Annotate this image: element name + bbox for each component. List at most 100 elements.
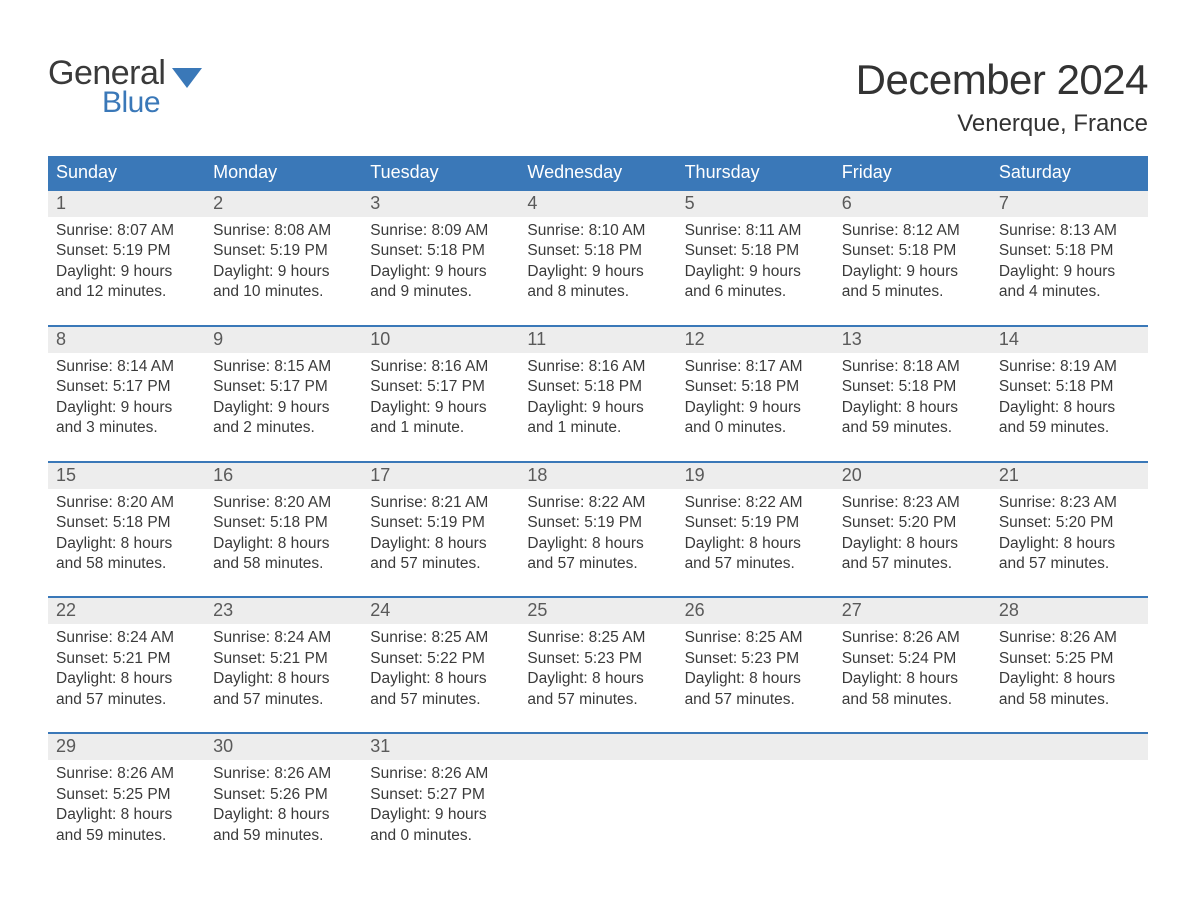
day-line-day1: Daylight: 8 hours	[685, 669, 826, 689]
day-line-day1: Daylight: 9 hours	[56, 262, 197, 282]
day-number	[991, 734, 1148, 760]
day-line-day2: and 6 minutes.	[685, 282, 826, 302]
day-line-day2: and 59 minutes.	[213, 826, 354, 846]
day-line-day2: and 57 minutes.	[527, 554, 668, 574]
calendar-day: 22Sunrise: 8:24 AMSunset: 5:21 PMDayligh…	[48, 598, 205, 718]
day-line-sunset: Sunset: 5:19 PM	[527, 513, 668, 533]
day-line-sunset: Sunset: 5:20 PM	[999, 513, 1140, 533]
day-line-sunrise: Sunrise: 8:10 AM	[527, 221, 668, 241]
day-line-sunset: Sunset: 5:18 PM	[370, 241, 511, 261]
day-line-sunset: Sunset: 5:17 PM	[56, 377, 197, 397]
day-number: 23	[205, 598, 362, 624]
day-line-day2: and 57 minutes.	[842, 554, 983, 574]
day-line-sunrise: Sunrise: 8:15 AM	[213, 357, 354, 377]
calendar-day: 9Sunrise: 8:15 AMSunset: 5:17 PMDaylight…	[205, 327, 362, 447]
day-details: Sunrise: 8:13 AMSunset: 5:18 PMDaylight:…	[991, 217, 1148, 303]
day-line-sunset: Sunset: 5:19 PM	[213, 241, 354, 261]
day-number: 28	[991, 598, 1148, 624]
day-number: 21	[991, 463, 1148, 489]
day-line-sunset: Sunset: 5:20 PM	[842, 513, 983, 533]
day-line-sunset: Sunset: 5:17 PM	[213, 377, 354, 397]
day-line-day1: Daylight: 8 hours	[56, 805, 197, 825]
calendar-day: 8Sunrise: 8:14 AMSunset: 5:17 PMDaylight…	[48, 327, 205, 447]
location-label: Venerque, France	[856, 110, 1148, 138]
calendar-day: 24Sunrise: 8:25 AMSunset: 5:22 PMDayligh…	[362, 598, 519, 718]
day-line-sunset: Sunset: 5:21 PM	[213, 649, 354, 669]
day-line-sunrise: Sunrise: 8:17 AM	[685, 357, 826, 377]
day-line-day2: and 57 minutes.	[56, 690, 197, 710]
day-number: 13	[834, 327, 991, 353]
day-line-day2: and 5 minutes.	[842, 282, 983, 302]
day-line-sunset: Sunset: 5:18 PM	[685, 377, 826, 397]
day-details: Sunrise: 8:15 AMSunset: 5:17 PMDaylight:…	[205, 353, 362, 439]
day-line-sunset: Sunset: 5:19 PM	[685, 513, 826, 533]
day-number	[519, 734, 676, 760]
day-line-day2: and 58 minutes.	[842, 690, 983, 710]
day-number: 12	[677, 327, 834, 353]
calendar-day: 23Sunrise: 8:24 AMSunset: 5:21 PMDayligh…	[205, 598, 362, 718]
calendar-day: 20Sunrise: 8:23 AMSunset: 5:20 PMDayligh…	[834, 463, 991, 583]
calendar-day: 25Sunrise: 8:25 AMSunset: 5:23 PMDayligh…	[519, 598, 676, 718]
day-line-day2: and 57 minutes.	[370, 690, 511, 710]
day-line-sunset: Sunset: 5:22 PM	[370, 649, 511, 669]
day-line-sunrise: Sunrise: 8:07 AM	[56, 221, 197, 241]
day-line-sunrise: Sunrise: 8:20 AM	[56, 493, 197, 513]
day-line-sunset: Sunset: 5:18 PM	[842, 241, 983, 261]
day-number: 18	[519, 463, 676, 489]
day-line-sunset: Sunset: 5:18 PM	[56, 513, 197, 533]
day-number: 25	[519, 598, 676, 624]
day-line-day2: and 10 minutes.	[213, 282, 354, 302]
calendar-week: 15Sunrise: 8:20 AMSunset: 5:18 PMDayligh…	[48, 461, 1148, 583]
day-details: Sunrise: 8:21 AMSunset: 5:19 PMDaylight:…	[362, 489, 519, 575]
day-line-sunrise: Sunrise: 8:19 AM	[999, 357, 1140, 377]
day-line-sunset: Sunset: 5:23 PM	[685, 649, 826, 669]
day-details: Sunrise: 8:18 AMSunset: 5:18 PMDaylight:…	[834, 353, 991, 439]
day-number: 19	[677, 463, 834, 489]
day-number: 16	[205, 463, 362, 489]
day-number: 1	[48, 191, 205, 217]
day-line-sunrise: Sunrise: 8:23 AM	[999, 493, 1140, 513]
calendar-day: 4Sunrise: 8:10 AMSunset: 5:18 PMDaylight…	[519, 191, 676, 311]
weekday-header: Friday	[834, 156, 991, 189]
day-line-day2: and 0 minutes.	[685, 418, 826, 438]
day-line-sunrise: Sunrise: 8:09 AM	[370, 221, 511, 241]
day-line-sunset: Sunset: 5:18 PM	[527, 241, 668, 261]
day-line-sunset: Sunset: 5:18 PM	[999, 241, 1140, 261]
day-line-day2: and 57 minutes.	[370, 554, 511, 574]
day-number: 15	[48, 463, 205, 489]
day-line-sunset: Sunset: 5:24 PM	[842, 649, 983, 669]
day-details: Sunrise: 8:12 AMSunset: 5:18 PMDaylight:…	[834, 217, 991, 303]
day-line-sunrise: Sunrise: 8:24 AM	[213, 628, 354, 648]
day-line-day1: Daylight: 9 hours	[842, 262, 983, 282]
day-details: Sunrise: 8:20 AMSunset: 5:18 PMDaylight:…	[205, 489, 362, 575]
calendar-day: 6Sunrise: 8:12 AMSunset: 5:18 PMDaylight…	[834, 191, 991, 311]
day-line-day1: Daylight: 9 hours	[527, 398, 668, 418]
day-details: Sunrise: 8:25 AMSunset: 5:23 PMDaylight:…	[677, 624, 834, 710]
day-line-sunset: Sunset: 5:25 PM	[999, 649, 1140, 669]
day-line-sunrise: Sunrise: 8:16 AM	[527, 357, 668, 377]
day-line-sunset: Sunset: 5:18 PM	[999, 377, 1140, 397]
day-line-day1: Daylight: 9 hours	[370, 262, 511, 282]
day-line-sunrise: Sunrise: 8:26 AM	[213, 764, 354, 784]
day-line-day2: and 1 minute.	[527, 418, 668, 438]
day-line-day2: and 12 minutes.	[56, 282, 197, 302]
day-number: 29	[48, 734, 205, 760]
weekday-header: Wednesday	[519, 156, 676, 189]
day-details: Sunrise: 8:25 AMSunset: 5:23 PMDaylight:…	[519, 624, 676, 710]
page-title: December 2024	[856, 56, 1148, 104]
calendar-day: 19Sunrise: 8:22 AMSunset: 5:19 PMDayligh…	[677, 463, 834, 583]
day-number: 6	[834, 191, 991, 217]
day-line-sunset: Sunset: 5:26 PM	[213, 785, 354, 805]
day-line-day1: Daylight: 8 hours	[527, 669, 668, 689]
day-details: Sunrise: 8:08 AMSunset: 5:19 PMDaylight:…	[205, 217, 362, 303]
day-number: 3	[362, 191, 519, 217]
weekday-header: Sunday	[48, 156, 205, 189]
day-number: 9	[205, 327, 362, 353]
day-number: 11	[519, 327, 676, 353]
calendar-day	[519, 734, 676, 854]
day-number: 20	[834, 463, 991, 489]
calendar-day: 2Sunrise: 8:08 AMSunset: 5:19 PMDaylight…	[205, 191, 362, 311]
day-details: Sunrise: 8:20 AMSunset: 5:18 PMDaylight:…	[48, 489, 205, 575]
day-line-sunrise: Sunrise: 8:26 AM	[56, 764, 197, 784]
day-line-sunset: Sunset: 5:21 PM	[56, 649, 197, 669]
